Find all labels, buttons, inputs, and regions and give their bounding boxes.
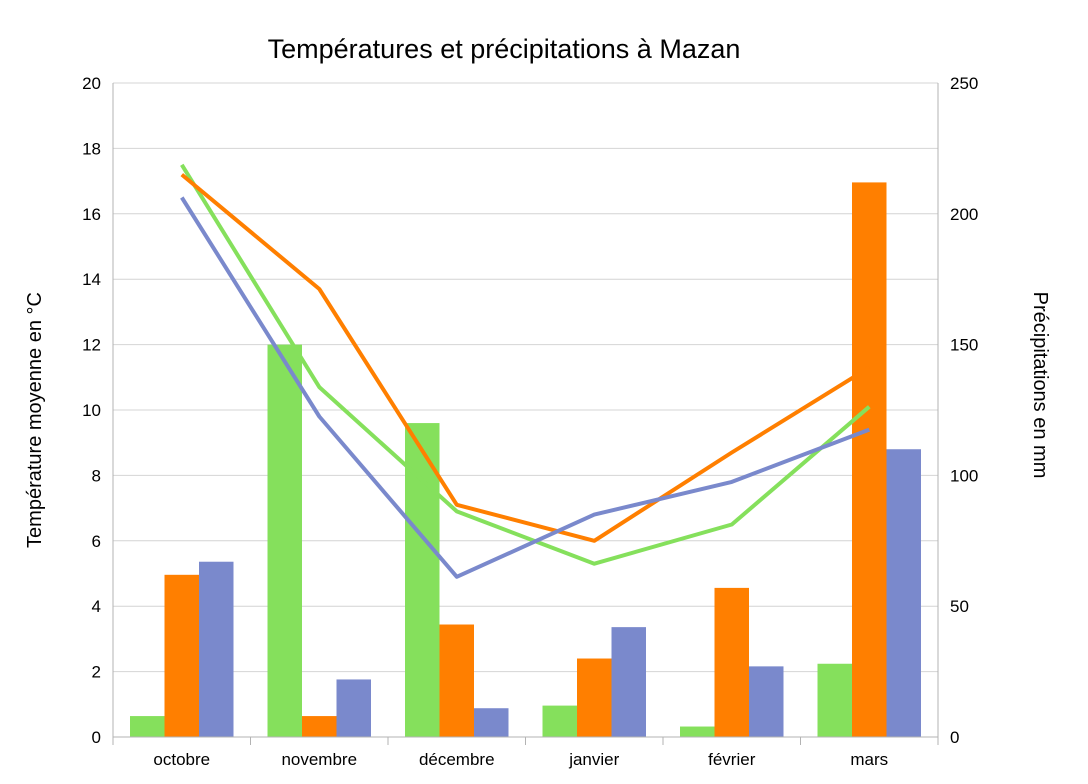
bar xyxy=(199,561,234,737)
y-tick-label: 12 xyxy=(82,336,101,355)
y2-tick-label: 0 xyxy=(950,728,959,747)
bar xyxy=(164,574,199,737)
x-tick-label: octobre xyxy=(153,750,210,769)
y2-tick-label: 100 xyxy=(950,466,978,485)
bar xyxy=(749,666,784,737)
lines-layer xyxy=(180,163,871,579)
series-line xyxy=(180,163,871,566)
x-tick-label: décembre xyxy=(419,750,495,769)
y-tick-label: 2 xyxy=(92,663,101,682)
x-tick-label: janvier xyxy=(568,750,619,769)
y-tick-label: 8 xyxy=(92,466,101,485)
bar xyxy=(267,344,302,737)
y-tick-label: 18 xyxy=(82,139,101,158)
y-tick-label: 20 xyxy=(82,74,101,93)
bar xyxy=(577,658,612,737)
bar xyxy=(405,423,440,737)
bar xyxy=(439,624,474,737)
x-tick-label: février xyxy=(708,750,756,769)
bars-layer xyxy=(130,182,921,737)
bar xyxy=(611,627,646,737)
y-tick-label: 14 xyxy=(82,270,101,289)
series-line xyxy=(180,196,871,579)
bar xyxy=(542,705,577,737)
y-axis-title: Température moyenne en °C xyxy=(24,292,46,548)
bar xyxy=(336,679,371,737)
x-tick-label: mars xyxy=(850,750,888,769)
chart-title: Températures et précipitations à Mazan xyxy=(268,34,741,64)
y2-tick-label: 200 xyxy=(950,205,978,224)
gridlines xyxy=(113,82,938,673)
bar xyxy=(680,726,715,737)
bar xyxy=(886,449,921,737)
bar xyxy=(817,663,852,737)
bar xyxy=(302,716,337,737)
y-tick-label: 10 xyxy=(82,401,101,420)
bar xyxy=(130,716,165,737)
series-line xyxy=(180,173,871,543)
y-tick-label: 0 xyxy=(92,728,101,747)
bar xyxy=(474,708,509,737)
y-tick-label: 6 xyxy=(92,532,101,551)
bar xyxy=(852,182,887,737)
y2-tick-label: 150 xyxy=(950,336,978,355)
y-tick-label: 4 xyxy=(92,597,101,616)
bar xyxy=(714,587,749,737)
y2-axis-title: Précipitations en mm xyxy=(1029,292,1051,479)
y-tick-label: 16 xyxy=(82,205,101,224)
y2-tick-label: 250 xyxy=(950,74,978,93)
y2-tick-label: 50 xyxy=(950,597,969,616)
x-tick-label: novembre xyxy=(281,750,357,769)
